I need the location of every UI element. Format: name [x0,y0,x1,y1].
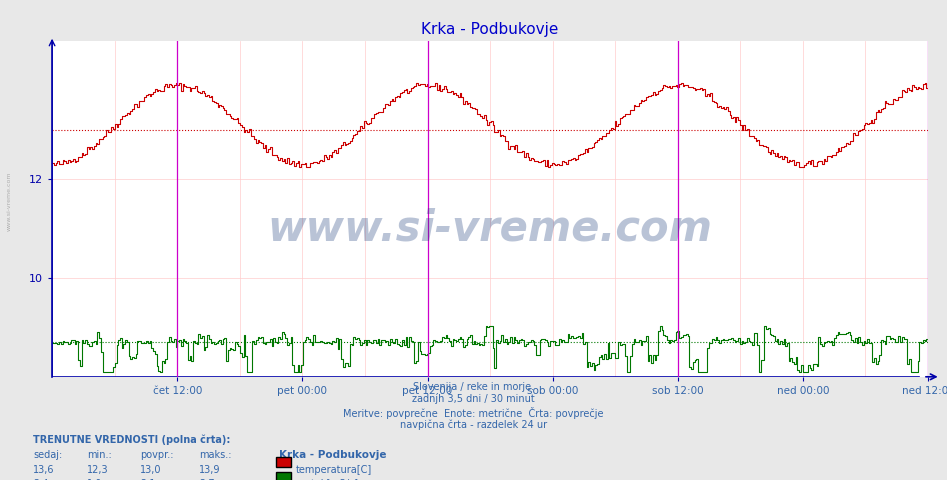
Text: zadnjh 3,5 dni / 30 minut: zadnjh 3,5 dni / 30 minut [412,394,535,404]
Text: navpična črta - razdelek 24 ur: navpična črta - razdelek 24 ur [400,419,547,430]
Text: Slovenija / reke in morje.: Slovenija / reke in morje. [413,382,534,392]
Text: min.:: min.: [87,450,112,460]
Text: 2,4: 2,4 [33,479,48,480]
Text: 13,6: 13,6 [33,465,55,475]
Text: 12,3: 12,3 [87,465,109,475]
Text: 2,1: 2,1 [140,479,155,480]
Text: sedaj:: sedaj: [33,450,63,460]
Text: Meritve: povprečne  Enote: metrične  Črta: povprečje: Meritve: povprečne Enote: metrične Črta:… [343,407,604,419]
Title: Krka - Podbukovje: Krka - Podbukovje [421,22,559,37]
Text: 13,9: 13,9 [199,465,221,475]
Text: maks.:: maks.: [199,450,231,460]
Text: www.si-vreme.com: www.si-vreme.com [7,172,11,231]
Text: pretok[m3/s]: pretok[m3/s] [295,479,359,480]
Text: 2,7: 2,7 [199,479,214,480]
Text: 13,0: 13,0 [140,465,162,475]
Text: TRENUTNE VREDNOSTI (polna črta):: TRENUTNE VREDNOSTI (polna črta): [33,434,230,445]
Text: 1,0: 1,0 [87,479,102,480]
Text: temperatura[C]: temperatura[C] [295,465,372,475]
Text: Krka - Podbukovje: Krka - Podbukovje [279,450,387,460]
Text: povpr.:: povpr.: [140,450,173,460]
Text: www.si-vreme.com: www.si-vreme.com [268,208,712,250]
